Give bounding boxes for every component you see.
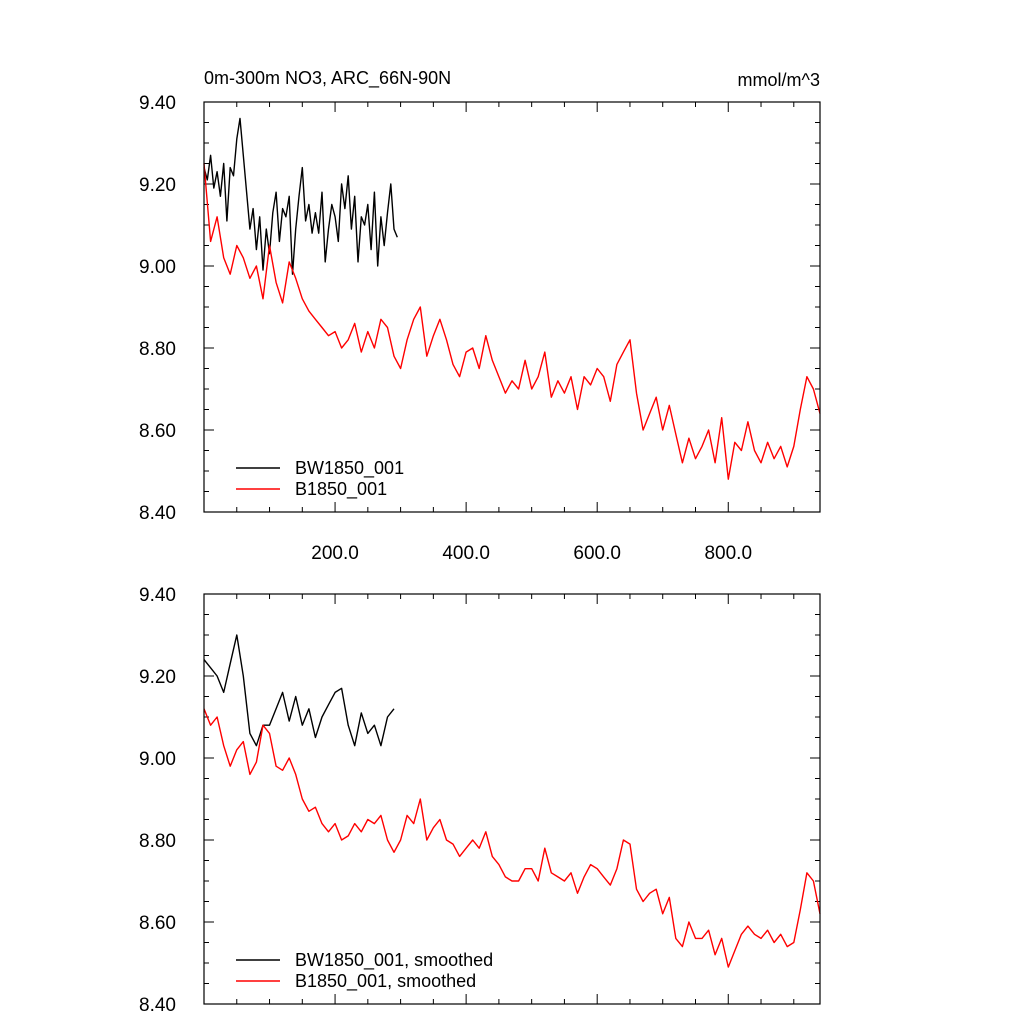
bottom-plot-ticks (204, 593, 820, 1005)
legend-label-bw1850-001: BW1850_001 (295, 458, 404, 479)
y-tick-label: 9.40 (139, 585, 176, 606)
y-tick-label: 9.20 (139, 667, 176, 688)
y-tick-label: 8.40 (139, 503, 176, 524)
top-legend: BW1850_001 B1850_001 (236, 458, 404, 500)
x-tick-label: 600.0 (573, 543, 621, 564)
y-tick-label: 8.60 (139, 421, 176, 442)
top-plot-y-tick-labels: 9.40 9.20 9.00 8.80 8.60 8.40 (139, 93, 176, 524)
x-tick-label: 200.0 (311, 543, 359, 564)
top-plot: 9.40 9.20 9.00 8.80 8.60 8.40 200.0 400.… (139, 93, 821, 564)
y-tick-label: 9.00 (139, 749, 176, 770)
series-line-bw1850-001-smoothed (203, 634, 395, 747)
legend-label-b1850-001: B1850_001 (295, 479, 387, 500)
x-tick-label: 800.0 (704, 543, 752, 564)
legend-label-b1850-001-smoothed: B1850_001, smoothed (295, 971, 476, 992)
y-tick-label: 8.40 (139, 995, 176, 1016)
y-tick-label: 8.80 (139, 339, 176, 360)
top-plot-frame (203, 101, 821, 513)
bottom-plot: 9.40 9.20 9.00 8.80 8.60 8.40 BW1850_001… (139, 585, 821, 1016)
top-plot-x-tick-labels: 200.0 400.0 600.0 800.0 (311, 543, 752, 564)
x-tick-label: 400.0 (442, 543, 490, 564)
series-line-bw1850-001 (203, 117, 398, 275)
bottom-plot-y-tick-labels: 9.40 9.20 9.00 8.80 8.60 8.40 (139, 585, 176, 1016)
legend-label-bw1850-001-smoothed: BW1850_001, smoothed (295, 950, 493, 971)
y-tick-label: 9.20 (139, 175, 176, 196)
top-plot-ticks (204, 101, 820, 513)
bottom-legend: BW1850_001, smoothed B1850_001, smoothed (236, 950, 493, 992)
y-tick-label: 9.40 (139, 93, 176, 114)
y-tick-label: 8.60 (139, 913, 176, 934)
y-tick-label: 9.00 (139, 257, 176, 278)
units-label: mmol/m^3 (738, 70, 820, 90)
series-line-b1850-001 (203, 163, 821, 480)
chart-title: 0m-300m NO3, ARC_66N-90N (204, 68, 451, 89)
series-line-b1850-001-smoothed (203, 708, 821, 968)
bottom-plot-frame (203, 593, 821, 1005)
y-tick-label: 8.80 (139, 831, 176, 852)
